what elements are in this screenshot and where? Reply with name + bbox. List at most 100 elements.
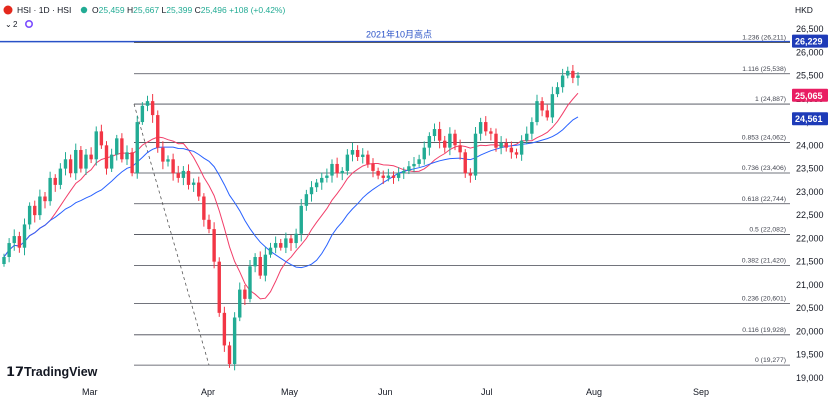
candle-body — [53, 177, 57, 185]
ohlc-key: H — [125, 5, 134, 15]
candle-body — [299, 205, 303, 234]
candle-body — [171, 159, 175, 174]
candle-body — [150, 101, 155, 116]
chart-header: HSI · 1D · HSI O25,459 H25,667 L25,399 C… — [3, 5, 813, 29]
price-tags: 26,229 25,065 24,561 — [792, 34, 828, 126]
price-tag — [792, 34, 828, 48]
ma-fast-line — [3, 92, 579, 300]
candle-body — [17, 236, 22, 248]
candle-body — [499, 143, 503, 148]
candle-body — [484, 122, 488, 132]
chevron-down-icon[interactable]: ⌄ — [5, 20, 12, 29]
candle-body — [545, 110, 549, 118]
candle-body — [478, 122, 483, 134]
indicator-count[interactable]: 2 — [13, 20, 18, 29]
candle-body — [197, 182, 201, 197]
candle-body — [258, 257, 262, 276]
fib-level-label: 0.853 (24,062) — [742, 134, 786, 141]
candle-body — [217, 261, 221, 313]
symbol-title[interactable]: HSI · 1D · HSI — [17, 5, 71, 15]
fib-level-label: 0 (19,277) — [755, 357, 786, 364]
candle-body — [176, 173, 180, 178]
price-tick-label: 22,500 — [796, 210, 824, 220]
fib-level-label: 0.236 (20,601) — [742, 296, 786, 303]
fib-level-label: 0.618 (22,744) — [742, 196, 786, 203]
price-tick-label: 19,500 — [796, 350, 824, 360]
candle-body — [407, 166, 411, 171]
candle-body — [366, 154, 370, 164]
candle-body — [79, 149, 83, 169]
candle-body — [391, 175, 396, 178]
candle-body — [140, 105, 145, 123]
tradingview-mark-icon: 𝟭𝟳 — [6, 364, 24, 379]
fib-level-label: 1 (24,887) — [755, 96, 786, 103]
ohlc-key: C — [192, 5, 201, 15]
candle-body — [63, 159, 68, 169]
price-tick-label: 20,000 — [796, 326, 824, 336]
candle-body — [396, 173, 401, 178]
price-tag — [792, 112, 828, 126]
candle-body — [268, 247, 273, 255]
time-tick-label: May — [281, 387, 299, 397]
candle-body — [232, 317, 237, 365]
candle-body — [402, 170, 406, 174]
price-tick-label: 24,000 — [796, 140, 824, 150]
time-tick-label: Jun — [378, 387, 393, 397]
fib-level-label: 0.382 (21,420) — [742, 257, 786, 264]
candle-body — [330, 163, 334, 176]
candle-body — [320, 177, 324, 183]
candle-body — [222, 312, 227, 346]
candle-body — [130, 152, 134, 174]
candle-body — [181, 170, 186, 178]
candle-body — [468, 173, 473, 176]
candle-body — [350, 149, 355, 155]
candle-body — [33, 205, 37, 216]
price-tick-label: 20,500 — [796, 303, 824, 313]
candle-body — [48, 177, 52, 202]
price-axis: 19,000 19,500 20,000 20,500 21,000 21,500 22,0… — [796, 24, 824, 383]
price-tag-label: 26,229 — [795, 37, 823, 47]
time-tick-label: Aug — [586, 387, 602, 397]
candle-body — [99, 131, 104, 146]
price-tick-label: 25,500 — [796, 71, 824, 81]
candle-body — [494, 133, 498, 148]
candle-body — [427, 136, 432, 148]
candle-body — [535, 101, 539, 123]
candle-body — [376, 170, 380, 176]
candle-body — [294, 233, 298, 244]
candle-body — [22, 224, 27, 248]
time-axis: Mar Apr May Jun Jul Aug Sep — [82, 387, 709, 397]
candle-body — [243, 289, 247, 299]
indicator-icon[interactable] — [24, 19, 33, 28]
candle-body — [335, 163, 339, 174]
candle-body — [161, 147, 165, 162]
candle-body — [304, 194, 309, 206]
ohlc-key: L — [159, 5, 166, 15]
logo-text: TradingView — [24, 365, 98, 379]
price-tick-label: 23,500 — [796, 164, 824, 174]
candle-body — [448, 133, 452, 148]
candle-body — [314, 182, 319, 188]
candle-body — [253, 257, 257, 267]
candle-body — [186, 170, 191, 185]
ohlc-value: 25,667 — [133, 5, 159, 15]
price-tick-label: 23,000 — [796, 187, 824, 197]
fib-level-label: 1.116 (25,538) — [742, 66, 786, 73]
price-tick-label: 19,000 — [796, 373, 824, 383]
time-tick-label: Apr — [201, 387, 215, 397]
candle-body — [576, 75, 580, 78]
candle-body — [84, 154, 88, 169]
candle-body — [109, 154, 114, 169]
time-tick-label: Sep — [693, 387, 709, 397]
price-tag-label: 24,561 — [795, 114, 823, 124]
price-tag — [792, 88, 828, 102]
candle-body — [453, 133, 457, 146]
candle-body — [89, 154, 93, 160]
candles — [2, 64, 580, 371]
candle-body — [120, 138, 124, 160]
fibonacci-levels: 2021年10月高点 1.236 (26,211) 1.116 (25,538) 1 … — [0, 29, 790, 366]
candle-body — [340, 170, 344, 174]
candle-body — [68, 159, 73, 174]
candle-body — [104, 145, 109, 169]
